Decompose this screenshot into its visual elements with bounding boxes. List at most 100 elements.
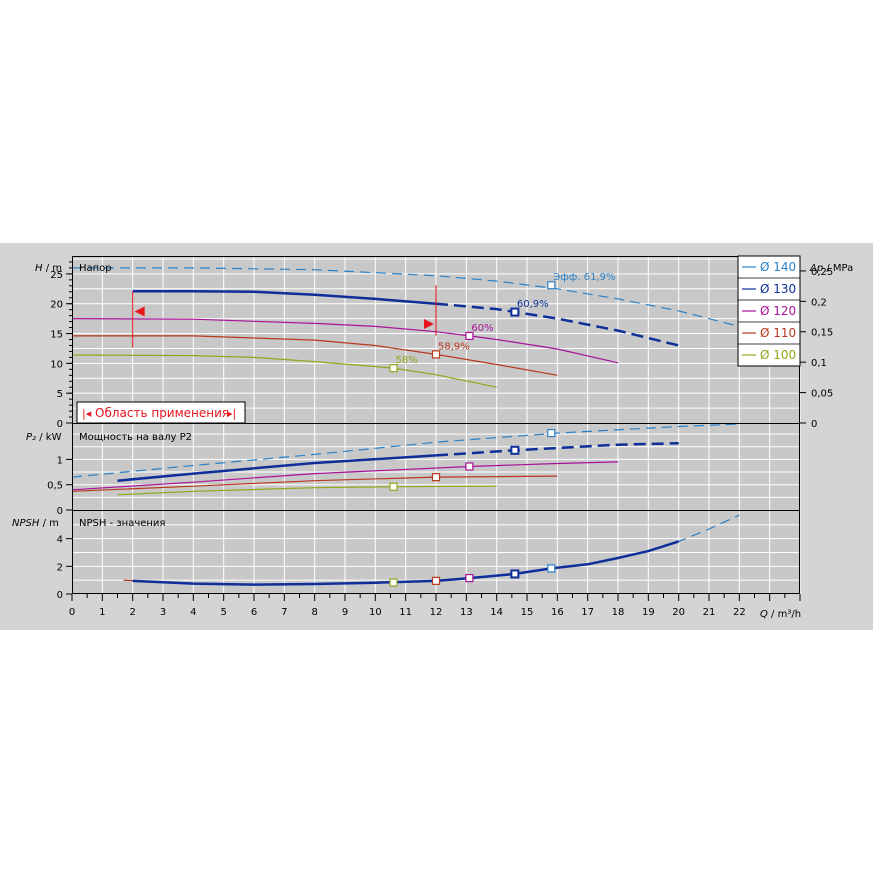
head-bep-d140 xyxy=(547,281,556,290)
head-curve-d140 xyxy=(72,267,801,348)
x-tick-label: 15 xyxy=(521,607,534,618)
x-tick-label: 21 xyxy=(703,607,716,618)
p2-axis-title: P₂ / kW xyxy=(26,432,62,443)
head-bep-d120 xyxy=(465,331,474,341)
head-curve-d100 xyxy=(71,354,497,388)
eff-label-d100: 58% xyxy=(396,355,418,366)
y-tick-label-head: 10 xyxy=(50,359,63,370)
eff-label-d130: 60,9% xyxy=(517,299,549,310)
x-tick-label: 17 xyxy=(581,607,594,618)
y-tick-label-power: 0 xyxy=(57,506,63,517)
application-range-box: |◂ Область применения ▸| xyxy=(76,401,246,424)
npsh-axis-title: NPSH / m xyxy=(12,518,59,529)
x-tick-label: 14 xyxy=(490,607,503,618)
power-curve-d110 xyxy=(71,475,558,492)
head-bep-d110 xyxy=(431,350,441,359)
head-bep-d130 xyxy=(510,307,520,317)
p2-axis-unit: / kW xyxy=(36,432,62,443)
y-tick-label-head: 25 xyxy=(50,270,63,281)
h-axis-sym: H xyxy=(35,263,43,274)
npsh-bep-d140 xyxy=(547,564,556,573)
y-tick-label-head: 20 xyxy=(50,300,63,311)
x-tick-label: 4 xyxy=(190,607,196,618)
eff-label-d120: 60% xyxy=(471,323,493,334)
p2-axis-sym: P₂ xyxy=(26,432,36,443)
legend-label-d140: Ø 140 xyxy=(760,260,796,274)
x-tick-label: 12 xyxy=(430,607,443,618)
power-bep-d100 xyxy=(389,482,398,491)
x-tick-label: 9 xyxy=(342,607,348,618)
x-tick-label: 18 xyxy=(612,607,625,618)
npsh-bep-d130 xyxy=(510,569,520,579)
eff-label-d110: 58,9% xyxy=(438,341,470,352)
y-tick-label-npsh: 0 xyxy=(57,590,63,601)
x-tick-label: 6 xyxy=(251,607,257,618)
dp-tick-label: 0 xyxy=(811,419,817,430)
head-curve-d130-solid xyxy=(132,289,437,305)
dp-tick-label: 0,15 xyxy=(811,328,833,339)
x-tick-label: 7 xyxy=(281,607,287,618)
npsh-bep-d120 xyxy=(465,573,474,583)
x-tick-label: 13 xyxy=(460,607,473,618)
dp-axis-sym: Δp xyxy=(809,263,823,274)
y-tick-label-head: 15 xyxy=(50,330,63,341)
head-curve-d110 xyxy=(72,335,558,376)
x-tick-label: 20 xyxy=(672,607,685,618)
y-tick-label-power: 1 xyxy=(57,455,63,466)
power-curve-d130-solid xyxy=(117,454,437,482)
range-right-arrow xyxy=(424,318,434,329)
dp-axis-title: Δp / MPa xyxy=(809,263,853,274)
h-axis-title: H / m xyxy=(35,263,62,274)
q-axis-unit: / m³/h xyxy=(768,609,801,620)
q-axis-sym: Q xyxy=(760,609,768,620)
power-bep-d130 xyxy=(510,445,520,455)
legend-label-d110: Ø 110 xyxy=(760,326,796,340)
power-bep-d120 xyxy=(465,462,474,471)
npsh-bep-d110 xyxy=(431,576,441,585)
head-bep-d100 xyxy=(389,364,398,373)
x-tick-label: 8 xyxy=(311,607,317,618)
power-panel-title: Мощность на валу P2 xyxy=(79,432,192,443)
chart-svg: Эфф. 61,9%60,9%60%58,9%58% 0 1 2 3 4 5 6 7 8 9 10 1… xyxy=(12,255,853,620)
x-tick-label: 16 xyxy=(551,607,564,618)
x-tick-label: 2 xyxy=(129,607,135,618)
head-curve-d130-dashed xyxy=(435,302,679,347)
dp-tick-label: 0,2 xyxy=(811,297,827,308)
range-left-arrow xyxy=(134,306,145,317)
npsh-axis-sym: NPSH xyxy=(12,518,40,529)
curves-layer xyxy=(71,267,801,586)
q-axis-title: Q / m³/h xyxy=(760,609,801,620)
x-tick-label: 3 xyxy=(160,607,166,618)
power-curve-d100 xyxy=(117,485,497,496)
h-axis-unit: / m xyxy=(43,263,62,274)
application-range-arrows: |◂ xyxy=(82,407,92,420)
power-bep-d110 xyxy=(431,473,441,482)
legend-label-d100: Ø 100 xyxy=(760,348,796,362)
npsh-axis-unit: / m xyxy=(39,518,58,529)
npsh-bep-d100 xyxy=(389,578,398,587)
x-tick-label: 11 xyxy=(399,607,412,618)
dp-tick-label: 0,25 xyxy=(811,267,833,278)
eff-label-d140: Эфф. 61,9% xyxy=(553,272,615,283)
application-range-arrows-right: ▸| xyxy=(227,407,236,420)
legend-label-d130: Ø 130 xyxy=(760,282,796,296)
legend-label-d120: Ø 120 xyxy=(760,304,796,318)
npsh-panel-title: NPSH - значения xyxy=(79,518,165,529)
x-tick-label: 19 xyxy=(642,607,655,618)
dp-tick-label: 0,1 xyxy=(811,358,827,369)
tick-labels-layer: 0 1 2 3 4 5 6 7 8 9 10 11 12 13 14 15 16 17 18 19 20 21 220510… xyxy=(47,261,833,618)
y-tick-label-power: 0,5 xyxy=(47,481,63,492)
power-curve-d120 xyxy=(71,461,619,491)
dp-tick-label: 0,05 xyxy=(811,389,833,400)
plot-frame xyxy=(72,256,800,594)
legend: Ø 140 Ø 130 Ø 120 Ø 110 Ø 100 xyxy=(737,255,801,367)
x-tick-label: 0 xyxy=(69,607,75,618)
x-tick-label: 22 xyxy=(733,607,746,618)
head-panel-title: Напор xyxy=(79,263,112,274)
pump-performance-chart: Эфф. 61,9% 60,9% 60% 58,9% 58% 0 1 2 3 4 5 6 7 8 9 10 1… xyxy=(0,243,873,630)
x-tick-label: 5 xyxy=(220,607,226,618)
y-tick-label-head: 0 xyxy=(57,419,63,430)
power-curve-d140 xyxy=(71,423,740,478)
x-tick-label: 1 xyxy=(99,607,105,618)
y-tick-label-npsh: 4 xyxy=(57,535,63,546)
